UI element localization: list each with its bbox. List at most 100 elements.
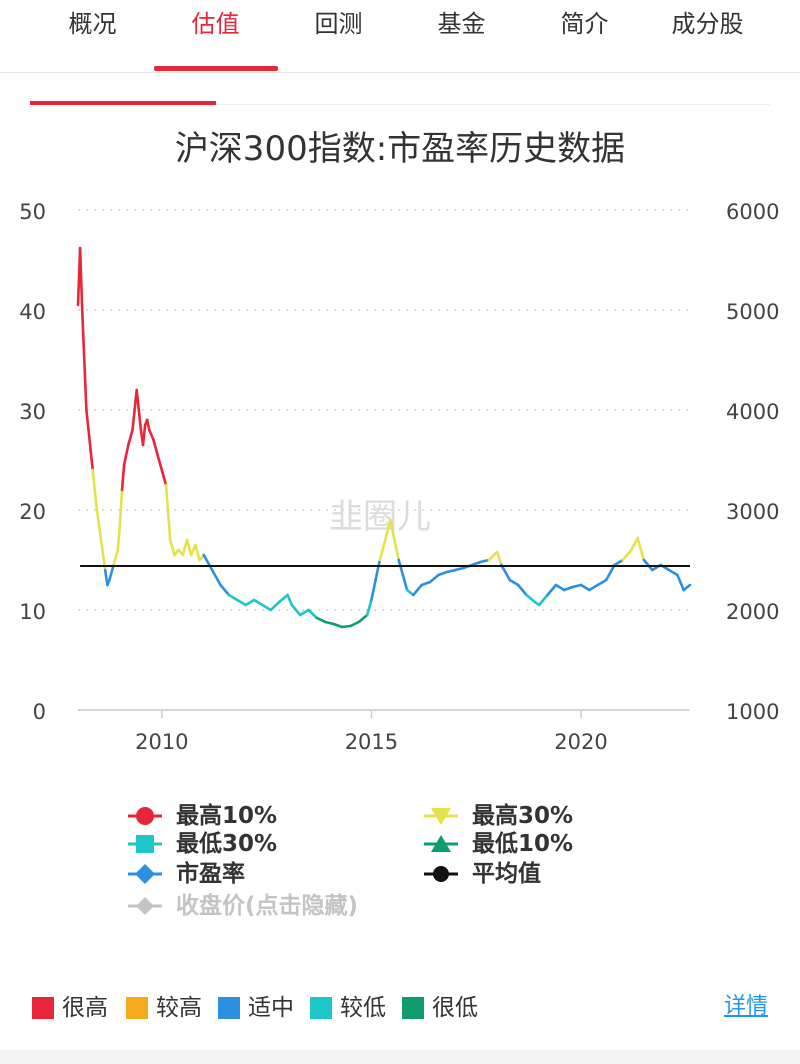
sub-divider: [30, 104, 770, 105]
pe-line-segment: [131, 388, 138, 432]
pe-line-segment: [277, 593, 289, 604]
band-label: 适中: [248, 995, 294, 1021]
pe-line-segment: [156, 453, 164, 472]
pe-line-segment: [315, 616, 327, 624]
details-link[interactable]: 详情: [724, 994, 769, 1019]
pe-line-segment: [210, 568, 222, 587]
pe-line-segment: [537, 593, 549, 607]
pe-line-segment: [269, 600, 281, 612]
pe-line-segment: [298, 608, 310, 617]
y-left-tick-label: 40: [19, 300, 46, 324]
pe-line-segment: [453, 566, 465, 572]
pe-line-segment: [194, 543, 201, 562]
tab-intro[interactable]: 简介: [560, 10, 609, 38]
pe-line-segment: [135, 388, 143, 432]
tab-valuation[interactable]: 估值: [191, 10, 240, 38]
pe-line-segment: [83, 358, 88, 412]
band-swatch: [126, 997, 148, 1019]
pe-line-segment: [596, 578, 608, 587]
pe-line-segment: [382, 518, 392, 547]
pe-line-segment: [160, 468, 168, 487]
pe-line-segment: [120, 463, 126, 492]
pe-line-segment: [388, 518, 396, 542]
pe-line-segment: [340, 624, 352, 629]
pe-line-segment: [127, 428, 134, 447]
y-left-tick-label: 20: [19, 500, 46, 524]
pe-line-segment: [397, 558, 405, 577]
pe-line-segment: [80, 308, 86, 362]
legend-label: 最低30%: [176, 831, 278, 857]
band-label: 较低: [340, 995, 386, 1021]
legend-marker-diamond-icon: [128, 864, 162, 884]
pe-line-segment: [290, 603, 302, 617]
legend-marker-square-icon: [128, 835, 162, 853]
pe-line-segment: [252, 598, 264, 607]
pe-line-segment: [145, 418, 151, 432]
legend-marker-diamond-icon: [128, 897, 162, 915]
pe-line-segment: [89, 448, 94, 472]
pe-line-segment: [164, 483, 172, 542]
pe-line-segment: [508, 578, 520, 587]
bottom-strip: [0, 1050, 800, 1064]
band-label: 很低: [432, 995, 478, 1021]
pe-line-segment: [87, 428, 92, 452]
pe-line-segment: [141, 423, 147, 447]
y-left-tick-label: 0: [33, 700, 46, 724]
tab-backtest[interactable]: 回测: [314, 10, 363, 38]
pe-line-segment: [323, 620, 336, 626]
sub-tab-indicator: [30, 101, 216, 105]
pe-line-segment: [244, 598, 256, 607]
pe-line-segment: [122, 443, 130, 467]
band-swatch: [218, 997, 240, 1019]
tab-funds[interactable]: 基金: [437, 10, 486, 38]
pe-line-segment: [525, 593, 537, 604]
tab-overview[interactable]: 概况: [68, 10, 117, 38]
legend-marker-circle-icon: [424, 866, 458, 882]
pe-line-segment: [604, 563, 616, 582]
band-swatch: [402, 997, 424, 1019]
pe-line-segment: [411, 583, 424, 597]
pe-line-segment: [185, 538, 193, 557]
pe-line-segment: [636, 536, 646, 562]
pe-line-segment: [374, 558, 382, 582]
pe-line-segment: [667, 568, 679, 577]
pe-line-segment: [554, 583, 566, 592]
pe-line-segment: [108, 563, 115, 582]
band-swatch: [310, 997, 332, 1019]
y-right-tick-label: 5000: [726, 300, 779, 324]
pe-line-segment: [562, 585, 574, 592]
pe-line-segment: [428, 573, 440, 584]
legend-label: 收盘价(点击隐藏): [176, 893, 359, 919]
pe-line-segment: [445, 568, 457, 574]
pe-line-segment: [148, 428, 155, 442]
tab-constituents[interactable]: 成分股: [671, 10, 744, 38]
pe-line-segment: [168, 538, 176, 557]
pe-line-segment: [112, 548, 120, 567]
active-tab-indicator: [154, 66, 278, 71]
pe-line-segment: [495, 550, 503, 567]
pe-line-segment: [370, 578, 377, 602]
legend-label: 市盈率: [176, 861, 245, 887]
pe-line-segment: [420, 580, 432, 587]
pe-line-segment: [401, 573, 409, 592]
pe-line-segment: [357, 613, 369, 624]
pe-line-segment: [78, 246, 84, 312]
watermark: 韭圈儿: [329, 497, 431, 537]
pe-line-segment: [91, 468, 99, 512]
y-left-tick-label: 50: [19, 200, 46, 224]
pe-line-segment: [152, 438, 159, 457]
pe-line-segment: [378, 543, 386, 562]
pe-line-segment: [202, 553, 214, 572]
pe-line-segment: [571, 583, 583, 589]
pe-line-segment: [487, 550, 499, 562]
legend-label: 平均值: [472, 861, 541, 887]
pe-line-segment: [613, 558, 625, 567]
legend-marker-circle-icon: [128, 807, 162, 825]
tab-bar: 概况 估值 回测 基金 简介 成分股: [0, 0, 800, 73]
legend-label: 最高10%: [176, 803, 278, 829]
y-right-tick-label: 3000: [726, 500, 779, 524]
chart-title: 沪深300指数:市盈率历史数据: [174, 129, 626, 169]
pe-line-segment: [181, 538, 189, 557]
pe-line-segment: [349, 620, 361, 628]
x-tick-label: 2020: [554, 730, 607, 754]
